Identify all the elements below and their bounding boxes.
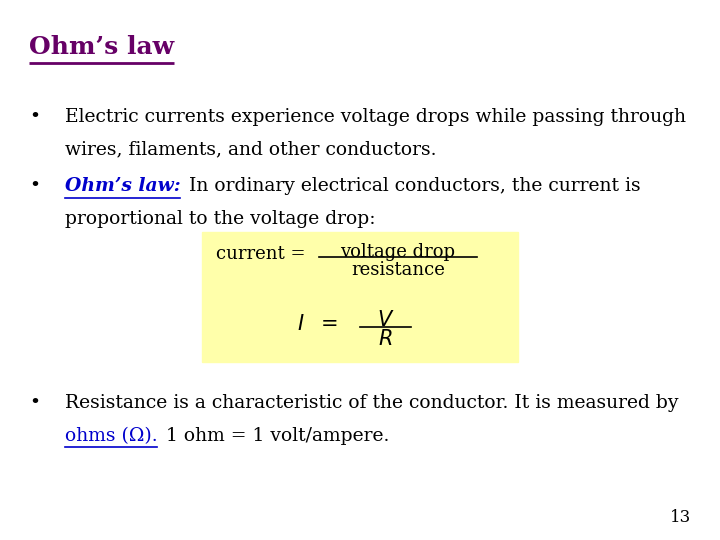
Text: In ordinary electrical conductors, the current is: In ordinary electrical conductors, the c… [183,177,640,195]
Text: Ohm’s law:: Ohm’s law: [65,177,181,195]
Text: Electric currents experience voltage drops while passing through: Electric currents experience voltage dro… [65,108,685,126]
Text: $R$: $R$ [378,329,392,349]
Text: •: • [29,177,40,195]
Text: $V$: $V$ [377,310,394,330]
Text: ohms (Ω).: ohms (Ω). [65,427,158,444]
Text: •: • [29,108,40,126]
Text: wires, filaments, and other conductors.: wires, filaments, and other conductors. [65,140,436,158]
Text: voltage drop: voltage drop [341,243,456,261]
Text: Ohm’s law: Ohm’s law [29,35,174,59]
Text: $I$  $=$: $I$ $=$ [297,314,338,334]
Text: •: • [29,394,40,412]
Text: current =: current = [216,245,305,263]
Text: Resistance is a characteristic of the conductor. It is measured by: Resistance is a characteristic of the co… [65,394,678,412]
Text: resistance: resistance [351,261,445,279]
FancyBboxPatch shape [202,232,518,362]
Text: 13: 13 [670,510,691,526]
Text: proportional to the voltage drop:: proportional to the voltage drop: [65,210,375,227]
Text: 1 ohm = 1 volt/ampere.: 1 ohm = 1 volt/ampere. [160,427,389,444]
